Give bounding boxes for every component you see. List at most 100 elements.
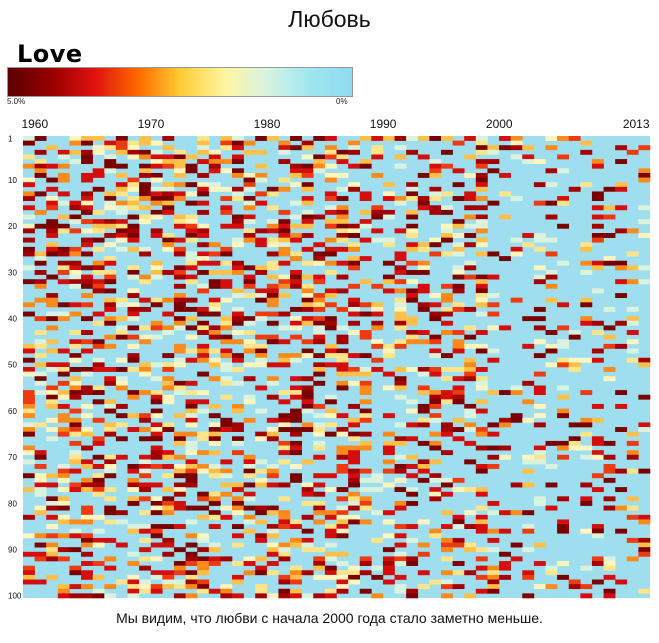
heatmap-cell bbox=[57, 468, 70, 474]
heatmap-cell bbox=[475, 519, 488, 525]
heatmap-cell bbox=[441, 251, 453, 257]
heatmap-cell bbox=[417, 422, 430, 428]
heatmap-cell bbox=[568, 334, 581, 340]
heatmap-cell bbox=[429, 172, 442, 178]
heatmap-cell bbox=[150, 334, 163, 340]
heatmap-cell bbox=[533, 200, 546, 206]
heatmap-cell bbox=[522, 454, 535, 460]
heatmap-cell bbox=[69, 459, 82, 465]
heatmap-cell bbox=[359, 237, 372, 243]
heatmap-cell bbox=[185, 445, 198, 451]
heatmap-cell bbox=[34, 353, 47, 359]
heatmap-cell bbox=[290, 473, 302, 479]
heatmap-cell bbox=[278, 357, 291, 363]
heatmap-cell bbox=[348, 436, 361, 442]
heatmap-cell bbox=[382, 482, 395, 488]
heatmap-cell bbox=[46, 302, 59, 308]
heatmap-cell bbox=[452, 348, 465, 354]
heatmap-cell bbox=[23, 459, 35, 465]
heatmap-cell bbox=[313, 367, 326, 372]
heatmap-cell bbox=[92, 279, 105, 285]
heatmap-cell bbox=[359, 588, 372, 594]
heatmap-cell bbox=[266, 547, 279, 553]
heatmap-cell bbox=[185, 473, 198, 479]
heatmap-cell bbox=[336, 237, 349, 243]
heatmap-cell bbox=[441, 306, 453, 312]
heatmap-cell bbox=[34, 279, 47, 285]
heatmap-cell bbox=[638, 542, 651, 548]
heatmap-cell bbox=[104, 145, 117, 151]
heatmap-cell bbox=[127, 394, 140, 400]
heatmap-cell bbox=[255, 408, 268, 414]
heatmap-cell bbox=[162, 537, 175, 543]
heatmap-cell bbox=[545, 570, 558, 576]
caption: Мы видим, что любви с начала 2000 года с… bbox=[116, 610, 543, 626]
heatmap-cell bbox=[104, 537, 117, 543]
heatmap-cell bbox=[220, 279, 233, 285]
heatmap-cell bbox=[69, 219, 82, 225]
heatmap-cell bbox=[162, 399, 175, 405]
heatmap-cell bbox=[278, 237, 291, 243]
heatmap-cell bbox=[359, 413, 372, 419]
heatmap-cell bbox=[57, 403, 70, 409]
heatmap-cell bbox=[324, 145, 337, 151]
heatmap-cell bbox=[429, 445, 442, 451]
heatmap-cell bbox=[197, 491, 210, 497]
heatmap-cell bbox=[208, 436, 221, 442]
heatmap-cell bbox=[162, 367, 175, 372]
heatmap-cell bbox=[638, 219, 651, 225]
heatmap-cell bbox=[324, 399, 337, 405]
heatmap-cell bbox=[487, 584, 500, 590]
heatmap-cell bbox=[638, 551, 651, 557]
heatmap-cell bbox=[232, 140, 244, 146]
heatmap-cell bbox=[197, 311, 210, 317]
heatmap-cell bbox=[487, 200, 500, 206]
heatmap-cell bbox=[545, 214, 558, 220]
heatmap-cell bbox=[510, 417, 523, 423]
heatmap-cell bbox=[545, 482, 558, 488]
heatmap-cell bbox=[243, 237, 256, 243]
heatmap-cell bbox=[464, 343, 477, 349]
heatmap-cell bbox=[510, 140, 523, 146]
heatmap-cell bbox=[487, 168, 500, 174]
heatmap-cell bbox=[603, 233, 616, 238]
heatmap-cell bbox=[359, 431, 372, 437]
heatmap-cell bbox=[394, 505, 407, 511]
heatmap-cell bbox=[348, 330, 361, 335]
heatmap-cell bbox=[568, 362, 581, 368]
heatmap-cell bbox=[324, 551, 337, 557]
heatmap-cell bbox=[127, 496, 140, 502]
heatmap-cell bbox=[278, 459, 291, 465]
heatmap-cell bbox=[475, 376, 488, 382]
heatmap-cell bbox=[197, 565, 210, 571]
heatmap-cell bbox=[57, 380, 70, 386]
heatmap-cell bbox=[266, 593, 279, 599]
heatmap-cell bbox=[580, 390, 593, 396]
heatmap-cell bbox=[243, 482, 256, 488]
heatmap-cell bbox=[115, 376, 128, 382]
heatmap-cell bbox=[510, 246, 523, 252]
heatmap-cell bbox=[197, 233, 210, 238]
heatmap-cell bbox=[34, 482, 47, 488]
heatmap-cell bbox=[382, 440, 395, 446]
heatmap-cell bbox=[487, 348, 500, 354]
heatmap-cell bbox=[638, 468, 651, 474]
heatmap-cell bbox=[394, 574, 407, 580]
heatmap-cell bbox=[69, 528, 82, 534]
heatmap-cell bbox=[69, 454, 82, 460]
heatmap-cell bbox=[150, 191, 163, 197]
heatmap-cell bbox=[92, 339, 105, 345]
heatmap-cell bbox=[150, 528, 163, 534]
heatmap-cell bbox=[382, 556, 395, 562]
heatmap-cell bbox=[197, 182, 210, 188]
heatmap-cell bbox=[626, 320, 639, 326]
heatmap-cell bbox=[115, 542, 128, 548]
heatmap-cell bbox=[266, 283, 279, 289]
heatmap-cell bbox=[115, 454, 128, 460]
heatmap-cell bbox=[568, 367, 581, 372]
heatmap-cell bbox=[243, 519, 256, 525]
heatmap-cell bbox=[23, 302, 35, 308]
heatmap-cell bbox=[173, 154, 186, 160]
y-tick-label: 40 bbox=[8, 314, 17, 323]
heatmap-cell bbox=[475, 140, 488, 146]
